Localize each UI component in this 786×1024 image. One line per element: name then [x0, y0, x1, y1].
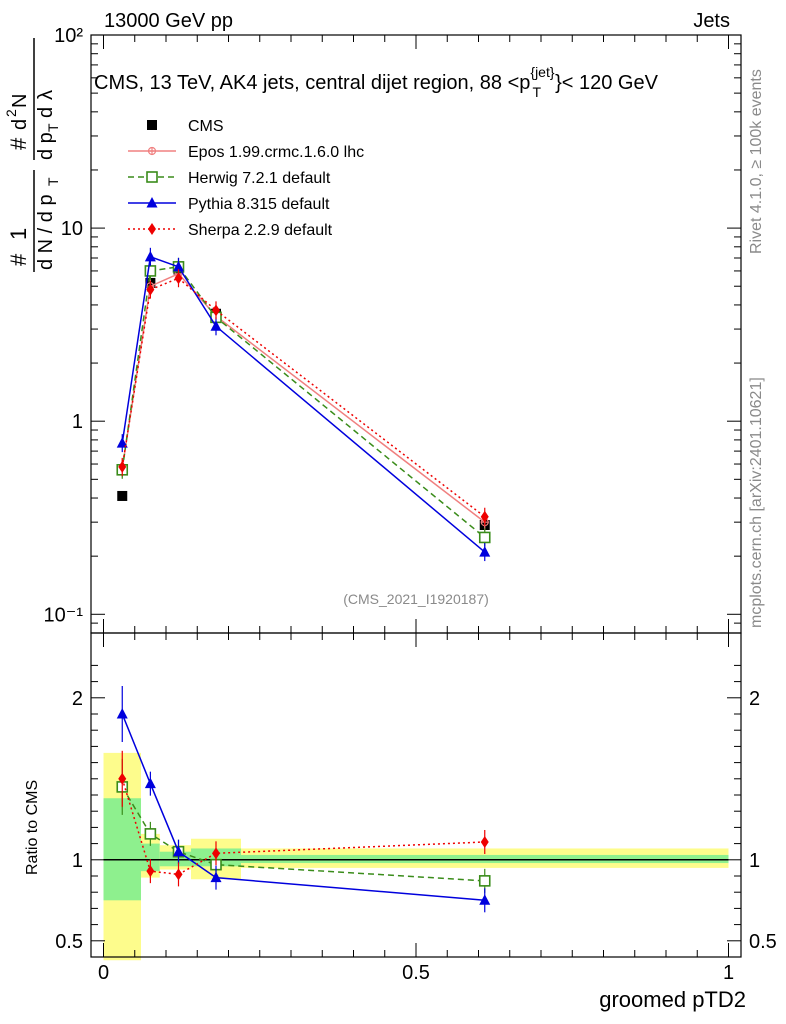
svg-text:d p: d p	[35, 132, 57, 160]
svg-text:N: N	[9, 94, 31, 108]
legend-sherpa-marker	[148, 223, 156, 235]
legend-herwig-marker	[146, 171, 158, 183]
main-y-tick-label: 1	[72, 411, 83, 433]
pythia-ratio-point	[144, 777, 156, 789]
stat-uncertainty-band-0	[103, 798, 141, 901]
svg-text:T: T	[45, 177, 61, 186]
ratio-y-tick-label-right: 0.5	[749, 931, 777, 953]
svg-text:T: T	[45, 123, 61, 132]
legend-epos-label: Epos 1.99.crmc.1.6.0 lhc	[188, 144, 364, 161]
svg-text:d N / d p: d N / d p	[35, 194, 57, 270]
herwig-point	[144, 265, 157, 277]
source-label: mcplots.cern.ch [arXiv:2401.10621]	[748, 377, 765, 628]
ratio-x-tick-label: 0.5	[402, 962, 430, 984]
category-label: Jets	[693, 10, 730, 32]
sherpa-ratio-point	[212, 847, 220, 860]
ratio-frame	[90, 632, 742, 958]
ratio-y-tick-label: 2	[72, 688, 83, 710]
pythia-point	[479, 546, 491, 557]
svg-text:2: 2	[3, 109, 19, 117]
ratio-y-tick-label: 0.5	[55, 931, 83, 953]
stat-uncertainty-band-4	[241, 854, 729, 864]
svg-text:1: 1	[6, 228, 31, 240]
sherpa-point	[174, 272, 183, 285]
sherpa-point	[118, 460, 127, 473]
pythia-line	[121, 255, 486, 553]
ratio-y-axis-label: Ratio to CMS	[24, 780, 41, 875]
main-y-tick-label: 10	[61, 218, 83, 240]
ratio-x-tick-label: 0	[98, 962, 109, 984]
legend-epos-marker	[147, 146, 157, 156]
sherpa-point	[480, 510, 489, 523]
ratio-y-tick-label-right: 1	[749, 850, 760, 872]
ratio-y-tick-label-right: 2	[749, 688, 760, 710]
legend-sherpa-label: Sherpa 2.2.9 default	[188, 222, 333, 239]
main-y-tick-label: 10²	[54, 25, 83, 47]
legend-pythia-label: Pythia 8.315 default	[188, 196, 330, 213]
x-axis-label: groomed pTD2	[599, 987, 746, 1012]
ratio-y-tick-label: 1	[72, 850, 83, 872]
main-y-tick-label: 10⁻¹	[44, 604, 84, 626]
legend-herwig-label: Herwig 7.2.1 default	[188, 170, 331, 187]
legend: CMS Epos 1.99.crmc.1.6.0 lhc Herwig 7.2.1 …	[128, 118, 364, 239]
pythia-ratio-point	[116, 708, 128, 719]
svg-text:#: #	[6, 253, 31, 266]
sherpa-ratio-point	[480, 835, 489, 848]
sherpa-ratio-point	[118, 772, 127, 785]
main-panel: 10⁻¹ 1 10 10²	[44, 25, 742, 634]
epos-line	[121, 272, 486, 523]
svg-text:#: #	[6, 137, 31, 150]
svg-text:λ: λ	[35, 90, 57, 100]
ratio-panel: 0 0.5 1 0.5 0.5 1 1 2 2	[55, 632, 777, 984]
herwig-ratio-point	[144, 828, 157, 840]
pythia-point	[144, 250, 156, 262]
sherpa-ratio-point	[146, 865, 155, 878]
legend-cms-label: CMS	[188, 118, 224, 135]
energy-label: 13000 GeV pp	[104, 10, 233, 32]
stat-uncertainty-band-1	[141, 843, 160, 872]
main-y-axis-label: # 1 d N / d p T # d 2 N d p T d λ	[3, 38, 61, 272]
pythia-ratio-point	[173, 845, 184, 857]
sherpa-point	[212, 304, 220, 317]
herwig-point	[478, 531, 491, 544]
legend-cms-marker	[147, 120, 157, 130]
svg-text:d: d	[9, 119, 31, 130]
pythia-point	[116, 437, 128, 448]
herwig-ratio-point	[478, 875, 491, 887]
analysis-watermark: (CMS_2021_I1920187)	[343, 591, 489, 607]
cms-point	[117, 490, 128, 501]
legend-pythia-marker	[146, 197, 158, 208]
pythia-ratio-point	[210, 871, 222, 883]
pythia-ratio-point	[479, 894, 491, 905]
sherpa-ratio-point	[174, 868, 183, 881]
sherpa-point	[146, 283, 155, 296]
herwig-line	[121, 266, 486, 539]
rivet-version-label: Rivet 4.1.0, ≥ 100k events	[748, 69, 765, 254]
pythia-point	[173, 260, 184, 272]
svg-text:d: d	[35, 107, 57, 118]
pythia-point	[210, 320, 222, 331]
ratio-x-tick-label: 1	[723, 962, 734, 984]
chart-title: CMS, 13 TeV, AK4 jets, central dijet reg…	[94, 64, 659, 100]
